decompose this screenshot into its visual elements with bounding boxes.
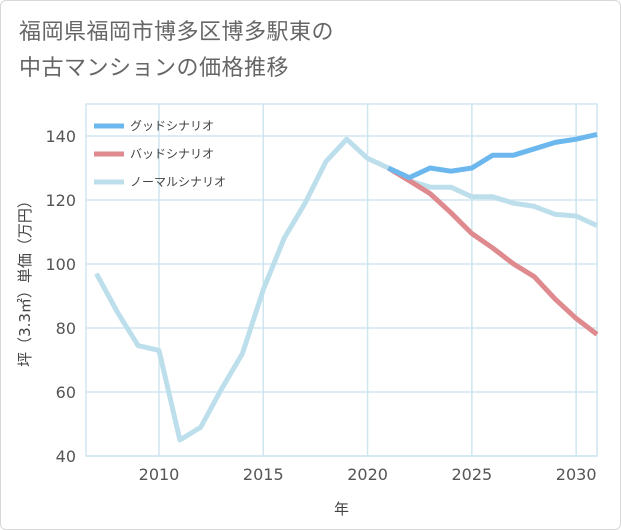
y-tick-label: 60 bbox=[56, 383, 76, 402]
y-axis-label: 坪（3.3㎡）単価（万円） bbox=[16, 193, 34, 367]
x-tick-label: 2020 bbox=[347, 465, 388, 484]
legend-label: ノーマルシナリオ bbox=[130, 175, 226, 189]
chart-title-line-2: 中古マンションの価格推移 bbox=[19, 56, 290, 81]
series-line-0 bbox=[387, 131, 598, 181]
x-tick-label: 2025 bbox=[451, 465, 492, 484]
series-line-1 bbox=[387, 165, 599, 337]
legend-label: バッドシナリオ bbox=[130, 147, 214, 161]
x-axis-label: 年 bbox=[334, 500, 349, 518]
x-tick-label: 2015 bbox=[243, 465, 284, 484]
x-tick-label: 2030 bbox=[556, 465, 597, 484]
y-tick-label: 100 bbox=[45, 255, 76, 274]
legend-label: グッドシナリオ bbox=[130, 119, 214, 133]
series-lines bbox=[94, 131, 599, 443]
y-tick-label: 80 bbox=[56, 319, 76, 338]
y-tick-label: 140 bbox=[45, 127, 76, 146]
y-tick-label: 120 bbox=[45, 191, 76, 210]
tick-labels: 40 60 80 100 120 140 2010 2015 2020 2025 2030 bbox=[45, 127, 596, 484]
x-tick-label: 2010 bbox=[139, 465, 180, 484]
series-line-2 bbox=[94, 136, 599, 443]
chart-title: 福岡県福岡市博多区博多駅東の 中古マンションの価格推移 bbox=[19, 15, 579, 87]
chart-title-line-1: 福岡県福岡市博多区博多駅東の bbox=[19, 20, 335, 45]
y-tick-label: 40 bbox=[56, 447, 76, 466]
